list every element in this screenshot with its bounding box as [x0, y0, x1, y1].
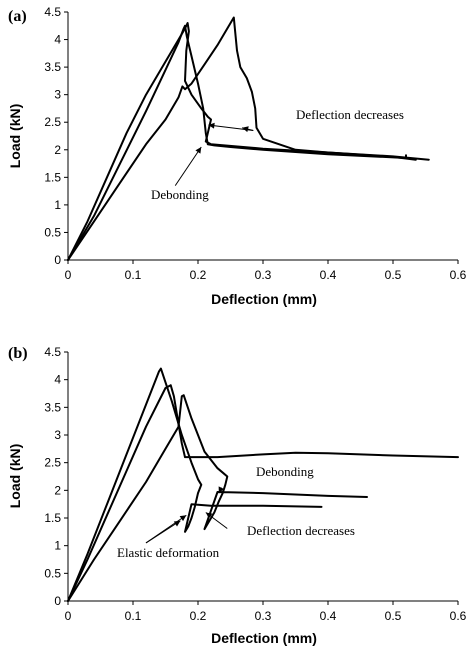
x-tick-label-a: 0.4	[320, 268, 337, 282]
y-tick-label-b: 0	[54, 594, 61, 608]
y-tick-label-b: 3.5	[44, 400, 61, 414]
annotation-arrowhead-debonding	[195, 147, 202, 154]
panel-label-a: (a)	[8, 8, 27, 25]
y-axis-title-a: Load (kN)	[7, 104, 23, 169]
y-tick-label-b: 1.5	[44, 511, 61, 525]
x-tick-label-a: 0.1	[125, 268, 142, 282]
annotation-arrowhead-deflection-decreases-left	[208, 122, 215, 129]
y-tick-label-a: 4.5	[44, 5, 61, 19]
y-tick-label-a: 3	[54, 88, 61, 102]
x-tick-label-b: 0.2	[190, 609, 207, 623]
y-tick-label-b: 3	[54, 428, 61, 442]
y-tick-label-a: 1.5	[44, 170, 61, 184]
x-tick-label-a: 0.6	[450, 268, 467, 282]
x-tick-label-b: 0.3	[255, 609, 272, 623]
panel-a: (a) Load (kN) Deflection (mm) Deflection…	[7, 5, 467, 307]
y-tick-label-a: 3.5	[44, 60, 61, 74]
y-tick-label-b: 2.5	[44, 456, 61, 470]
x-tick-label-b: 0.6	[450, 609, 467, 623]
y-tick-label-b: 2	[54, 483, 61, 497]
y-tick-label-b: 0.5	[44, 566, 61, 580]
panel-b: (b) Load (kN) Deflection (mm) Debonding …	[7, 345, 467, 646]
x-tick-label-a: 0.3	[255, 268, 272, 282]
x-axis-title-a: Deflection (mm)	[211, 291, 317, 307]
y-tick-label-a: 2.5	[44, 115, 61, 129]
x-tick-label-a: 0.5	[385, 268, 402, 282]
x-tick-label-b: 0.5	[385, 609, 402, 623]
x-tick-label-a: 0.2	[190, 268, 207, 282]
y-tick-label-b: 4	[54, 373, 61, 387]
x-axis-title-b: Deflection (mm)	[211, 630, 317, 646]
y-tick-label-a: 1	[54, 198, 61, 212]
annotations-b: Debonding Deflection decreases Elastic d…	[117, 464, 355, 560]
x-tick-label-b: 0.1	[125, 609, 142, 623]
x-tick-label-b: 0	[65, 609, 72, 623]
annotations-a: Deflection decreases Debonding	[151, 107, 404, 202]
x-tick-label-b: 0.4	[320, 609, 337, 623]
y-tick-label-b: 1	[54, 539, 61, 553]
series-line-a-3	[67, 16, 417, 261]
series-line-b-3	[67, 394, 368, 602]
y-tick-label-a: 4	[54, 33, 61, 47]
annotation-text-deflection-decreases-1: Deflection decreases	[296, 107, 404, 122]
annotation-arrowhead-elastic-deformation-1	[179, 515, 187, 522]
annotation-arrow-elastic-deformation-2	[145, 520, 181, 544]
annotation-text-debonding-b: Debonding	[256, 464, 314, 479]
annotation-arrowhead-debonding	[218, 486, 225, 494]
y-tick-label-b: 4.5	[44, 345, 61, 359]
annotation-text-debonding: Debonding	[151, 187, 209, 202]
annotation-arrow-debonding	[174, 146, 202, 186]
y-axis-title-b: Load (kN)	[7, 444, 23, 509]
series-line-a-2	[67, 24, 407, 261]
panel-label-b: (b)	[8, 345, 28, 362]
y-tick-label-a: 2	[54, 143, 61, 157]
series-line-a-1	[67, 22, 430, 261]
y-tick-label-a: 0	[54, 253, 61, 267]
annotation-arrow-deflection-decreases-left	[208, 124, 254, 131]
y-tick-label-a: 0.5	[44, 225, 61, 239]
series-line-b-1	[67, 367, 323, 602]
x-tick-label-a: 0	[65, 268, 72, 282]
annotation-arrowhead-elastic-deformation-2	[173, 520, 181, 527]
annotation-text-deflection-decreases-b: Deflection decreases	[247, 523, 355, 538]
annotation-text-elastic-deformation: Elastic deformation	[117, 545, 220, 560]
annotation-arrowhead-deflection-decreases	[205, 512, 213, 519]
